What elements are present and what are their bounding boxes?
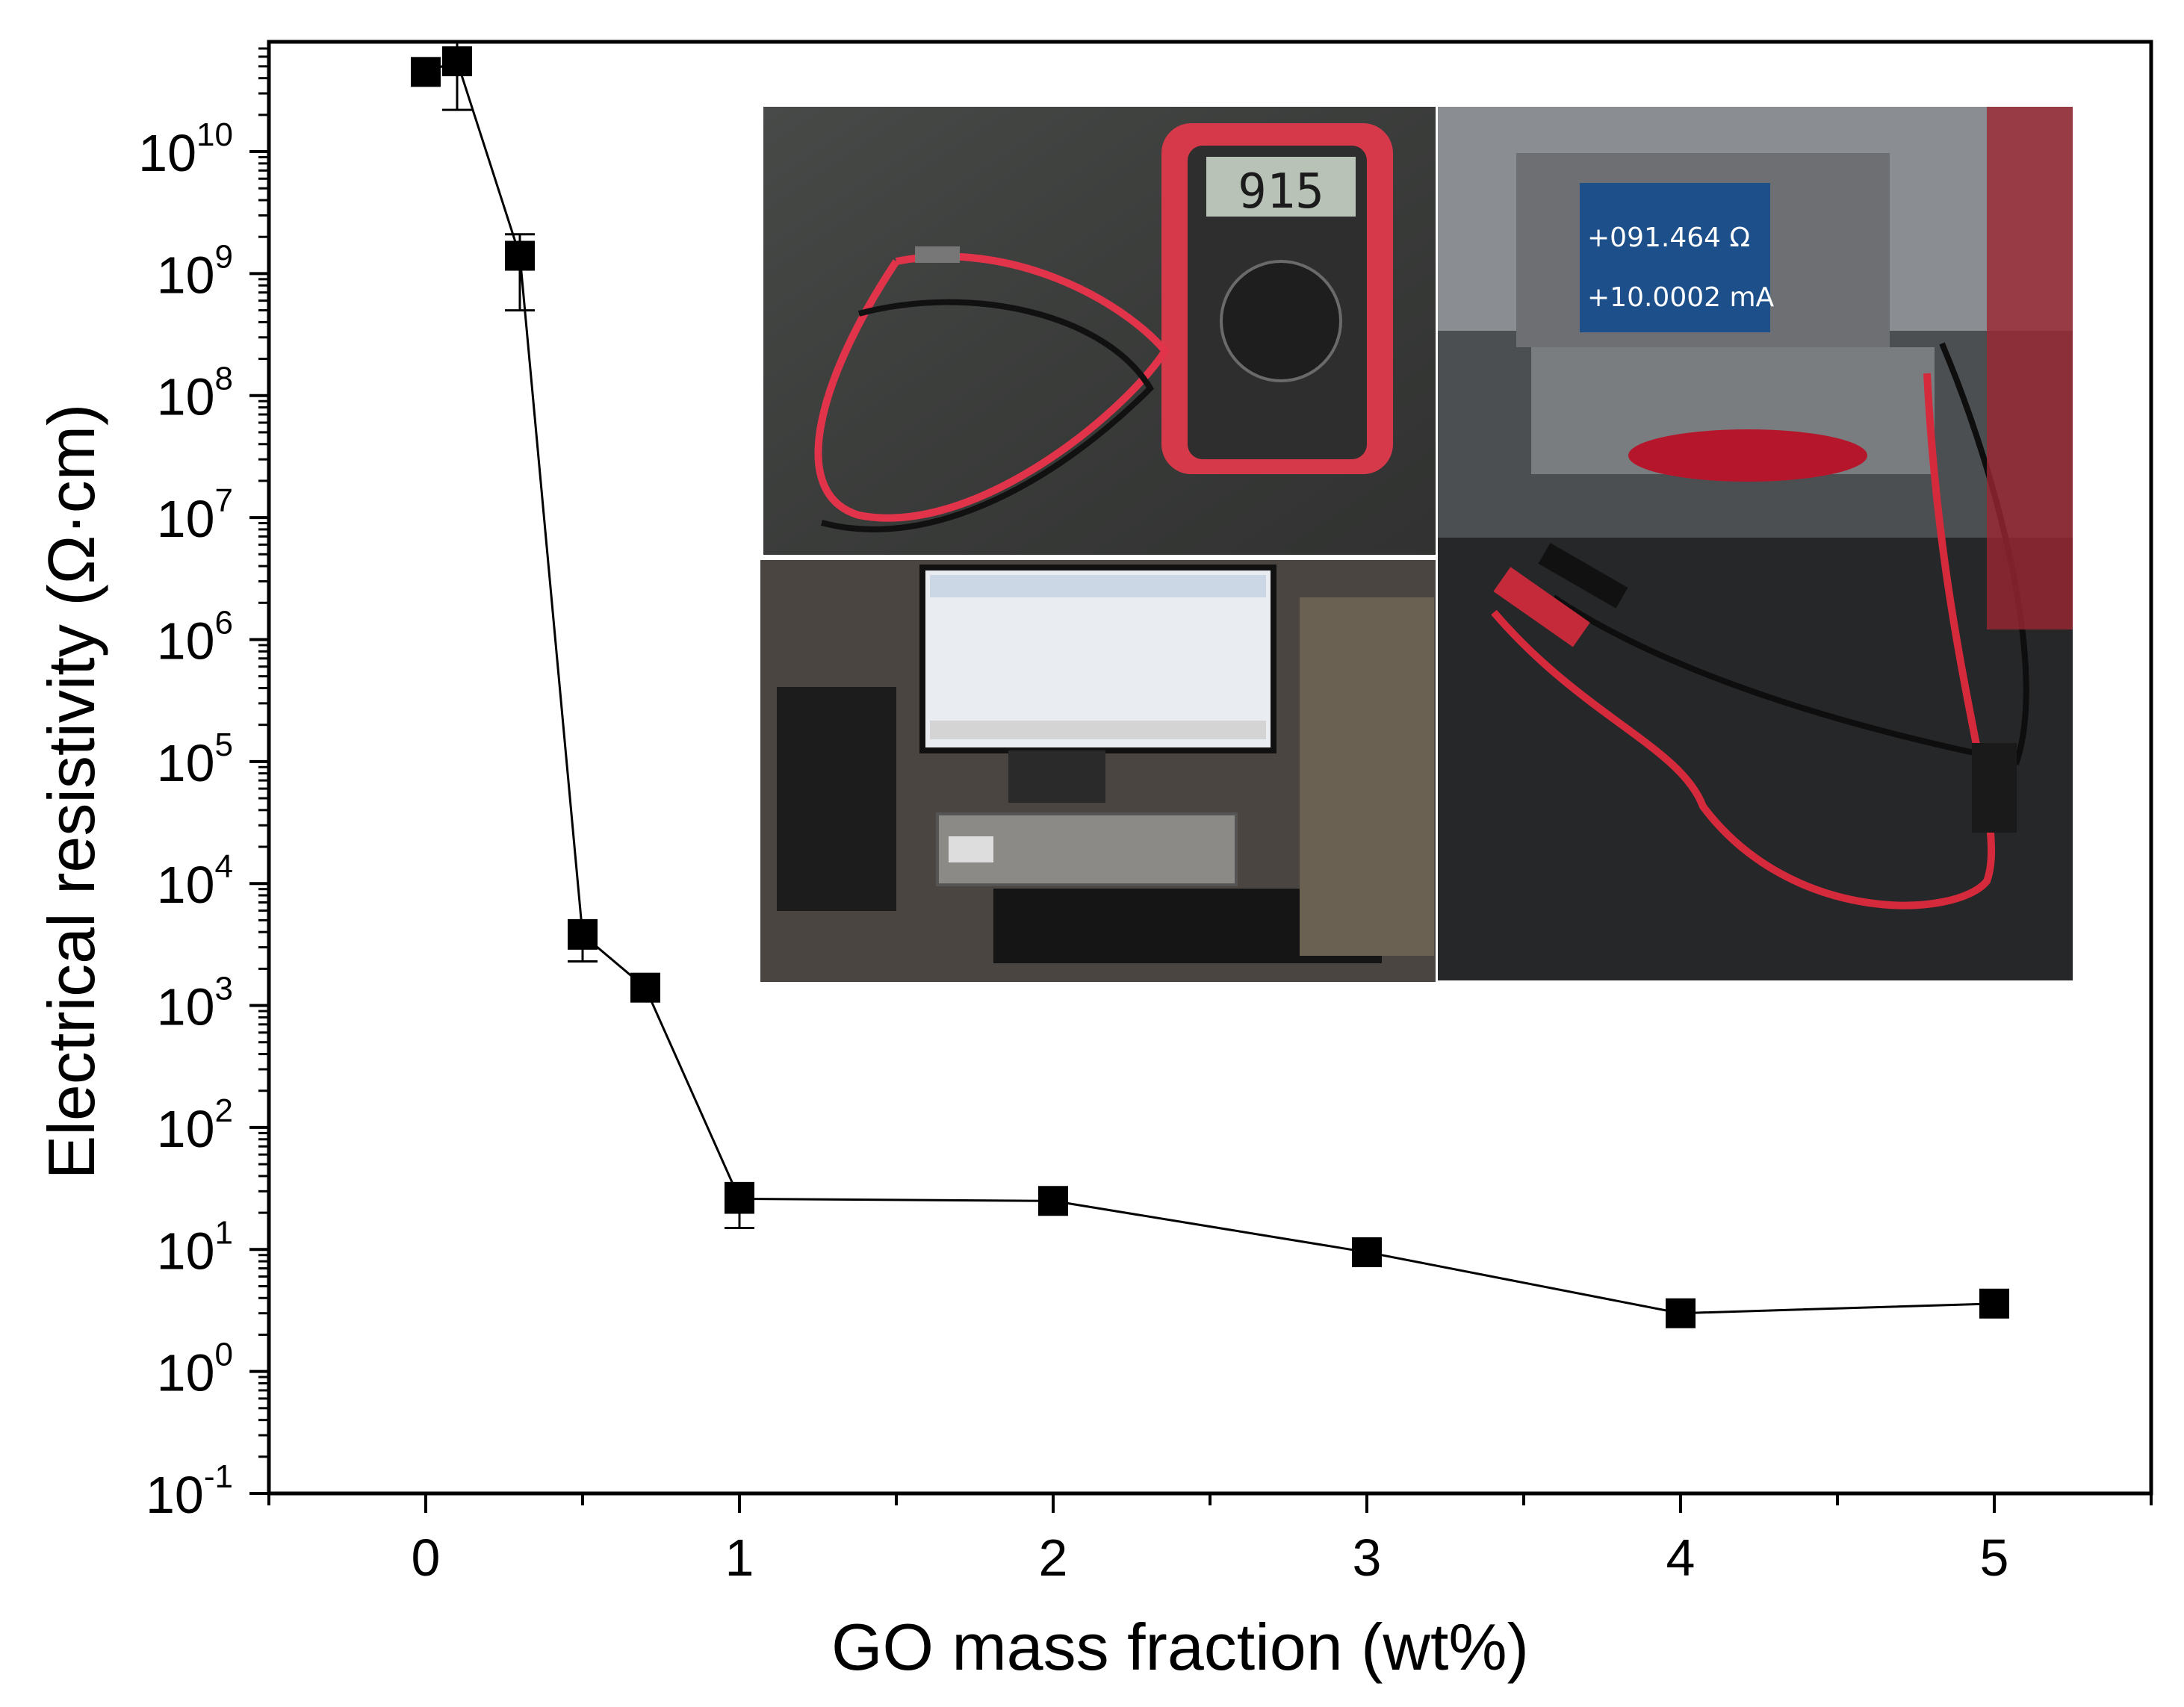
- data-point: [568, 919, 598, 950]
- x-tick-label: 4: [1666, 1529, 1696, 1587]
- data-point: [725, 1184, 754, 1214]
- y-tick-label: 102: [157, 1092, 233, 1158]
- data-point: [1666, 1298, 1696, 1328]
- data-point: [1979, 1288, 2009, 1319]
- data-point: [505, 240, 535, 271]
- keithley-reading-resistance: +091.464 Ω: [1587, 223, 1750, 253]
- y-tick-label: 107: [157, 482, 233, 548]
- data-point: [442, 46, 472, 77]
- data-point: [630, 972, 660, 1003]
- data-point: [1038, 1186, 1068, 1216]
- y-tick-label: 108: [157, 361, 233, 426]
- x-tick-label: 2: [1039, 1529, 1068, 1587]
- x-axis-title: GO mass fraction (wt%): [831, 1610, 1529, 1684]
- y-tick-label: 100: [157, 1337, 233, 1402]
- y-tick-label: 101: [157, 1214, 233, 1280]
- inset-photos: 915 +091.464 Ω +10.0002 m: [760, 107, 2073, 982]
- y-tick-label: 104: [157, 848, 233, 914]
- x-tick-label: 0: [412, 1529, 441, 1587]
- computer-setup-photo: [760, 560, 1436, 982]
- multimeter-photo: 915: [763, 107, 1436, 555]
- y-tick-label: 1010: [138, 116, 233, 182]
- y-tick-label: 103: [157, 971, 233, 1036]
- y-tick-label: 105: [157, 727, 233, 792]
- x-tick-label: 1: [725, 1529, 754, 1587]
- data-point: [1352, 1237, 1382, 1267]
- multimeter-reading: 915: [1238, 164, 1324, 220]
- data-point: [411, 57, 441, 87]
- y-axis-title: Electrical resistivity (Ω·cm): [34, 404, 108, 1180]
- y-tick-label: 106: [157, 604, 233, 670]
- series-line: [425, 60, 1995, 1315]
- keithley-reading-current: +10.0002 mA: [1587, 282, 1775, 313]
- y-tick-label: 10-1: [146, 1458, 233, 1524]
- y-tick-label: 109: [157, 238, 233, 304]
- x-tick-label: 5: [1980, 1529, 2009, 1587]
- keithley-source-meter-photo: +091.464 Ω +10.0002 mA: [1438, 107, 2073, 980]
- x-tick-label: 3: [1353, 1529, 1382, 1587]
